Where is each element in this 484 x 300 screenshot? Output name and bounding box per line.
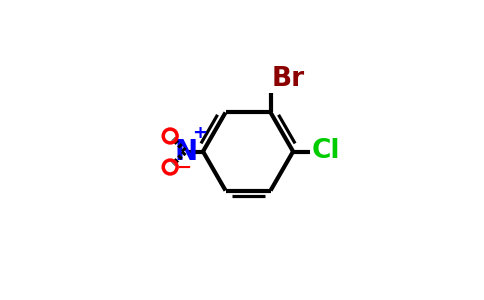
Text: N: N	[174, 137, 197, 166]
Text: Br: Br	[272, 66, 305, 92]
Text: +: +	[192, 124, 207, 142]
Text: Cl: Cl	[312, 139, 340, 164]
Text: −: −	[176, 159, 191, 177]
